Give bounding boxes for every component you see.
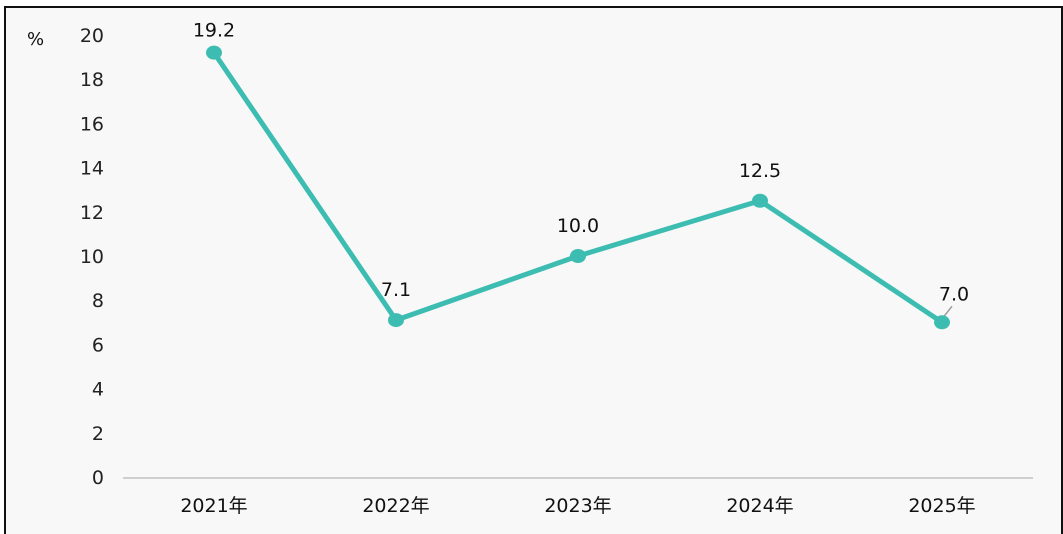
data-point xyxy=(752,193,768,208)
data-label: 7.0 xyxy=(939,283,969,305)
x-tick-label: 2021年 xyxy=(180,495,247,517)
y-tick-label: 18 xyxy=(80,69,104,91)
data-label: 10.0 xyxy=(557,215,599,237)
data-point xyxy=(934,315,950,330)
data-point xyxy=(388,313,404,328)
x-tick-label: 2025年 xyxy=(908,495,975,517)
y-tick-label: 12 xyxy=(80,202,104,224)
x-tick-label: 2024年 xyxy=(726,495,793,517)
series-line xyxy=(211,51,944,325)
y-tick-label: 2 xyxy=(92,423,104,445)
data-label: 12.5 xyxy=(739,160,781,182)
y-unit-label: % xyxy=(27,29,44,50)
x-axis-labels: 2021年 2022年 2023年 2024年 2025年 xyxy=(180,495,975,517)
data-label: 19.2 xyxy=(193,20,235,42)
y-tick-label: 10 xyxy=(80,246,104,268)
label-leader-lines xyxy=(943,305,953,317)
y-tick-label: 0 xyxy=(92,467,104,489)
data-labels: 19.2 7.1 10.0 12.5 7.0 xyxy=(193,20,969,306)
leader-line xyxy=(943,305,953,317)
y-tick-label: 20 xyxy=(80,25,104,47)
y-tick-label: 6 xyxy=(92,334,104,356)
y-tick-label: 16 xyxy=(80,113,104,135)
x-tick-label: 2022年 xyxy=(362,495,429,517)
data-label: 7.1 xyxy=(381,279,411,301)
y-tick-label: 14 xyxy=(80,158,104,180)
data-point xyxy=(570,249,586,263)
y-axis-ticks: 0 2 4 6 8 10 12 14 16 18 20 xyxy=(80,25,104,489)
data-point xyxy=(206,45,222,60)
x-tick-label: 2023年 xyxy=(544,495,611,517)
y-tick-label: 8 xyxy=(92,290,104,312)
data-points xyxy=(206,45,950,330)
y-tick-label: 4 xyxy=(92,379,104,401)
